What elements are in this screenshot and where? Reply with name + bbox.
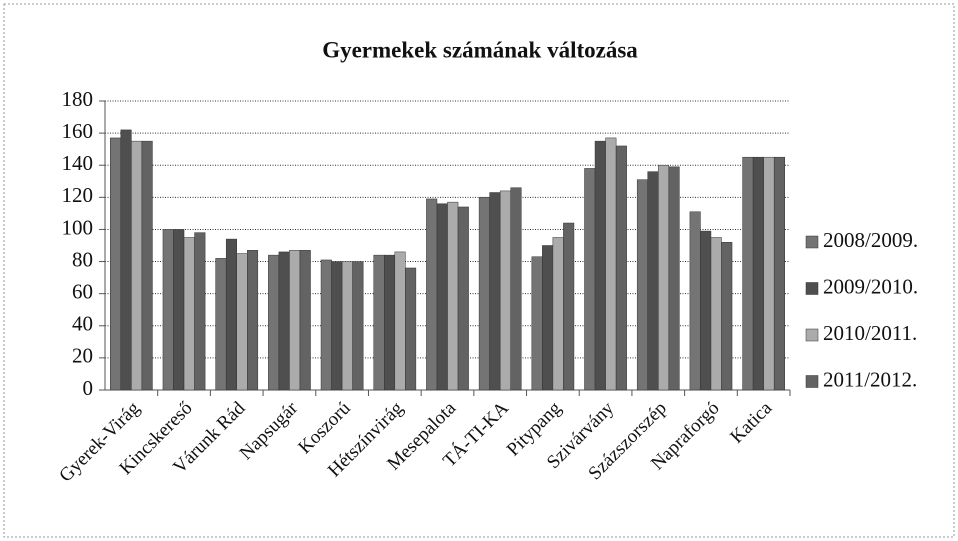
bar	[289, 250, 301, 391]
bar	[478, 197, 490, 391]
bar	[594, 140, 606, 391]
bar	[183, 237, 195, 391]
y-tick-label: 180	[62, 87, 94, 111]
bar	[436, 203, 448, 391]
bar	[552, 237, 564, 391]
bar	[658, 164, 670, 391]
bar	[426, 198, 438, 391]
legend-swatch	[805, 282, 819, 295]
bar	[584, 168, 596, 391]
bar	[752, 156, 764, 391]
bar	[299, 250, 311, 391]
bar	[225, 238, 237, 391]
bar	[278, 251, 290, 391]
bar	[405, 267, 417, 391]
bar	[110, 137, 122, 391]
y-tick-label: 160	[62, 119, 94, 143]
bar	[394, 251, 406, 391]
bar	[384, 254, 396, 391]
bar	[162, 229, 174, 391]
y-tick-label: 100	[62, 215, 94, 239]
legend-swatch	[805, 235, 819, 249]
bar	[542, 245, 554, 391]
legend-label: 2009/2010.	[823, 274, 918, 298]
bar	[489, 192, 501, 391]
bar	[742, 156, 754, 391]
bar	[141, 140, 153, 391]
y-tick-label: 80	[72, 247, 93, 271]
bar	[120, 129, 132, 391]
y-tick-label: 20	[72, 344, 93, 368]
y-tick-label: 60	[72, 279, 93, 303]
bar	[700, 230, 712, 391]
bar	[457, 206, 469, 391]
bar	[647, 171, 659, 391]
bar	[773, 156, 785, 391]
legend-label: 2011/2012.	[823, 367, 917, 391]
bar	[615, 145, 627, 391]
chart-title: Gyermekek számának változása	[322, 37, 638, 62]
bar	[510, 187, 522, 391]
bar	[173, 229, 185, 391]
bar	[636, 179, 648, 391]
y-tick-label: 140	[62, 151, 94, 175]
legend-swatch	[805, 328, 819, 342]
bar	[447, 201, 459, 391]
bar	[710, 237, 722, 391]
bar	[689, 211, 701, 391]
bar	[341, 261, 353, 391]
bar	[215, 258, 227, 391]
bar	[531, 256, 543, 391]
legend-swatch	[805, 375, 819, 388]
bar	[268, 254, 280, 391]
bar	[605, 137, 617, 391]
bar	[320, 259, 332, 391]
bar	[721, 242, 733, 391]
y-tick-label: 40	[72, 312, 93, 336]
bar	[131, 140, 143, 391]
legend-label: 2010/2011.	[823, 321, 917, 345]
bar	[763, 156, 775, 391]
y-tick-label: 0	[83, 376, 94, 400]
y-tick-label: 120	[62, 183, 94, 207]
bar	[668, 166, 680, 391]
legend-label: 2008/2009.	[823, 228, 918, 252]
bar	[563, 222, 575, 391]
bar	[194, 232, 206, 391]
bar	[352, 261, 364, 391]
bar	[499, 190, 511, 391]
bar	[373, 254, 385, 391]
bar	[236, 253, 248, 391]
bar	[247, 250, 259, 391]
bar	[331, 261, 343, 391]
